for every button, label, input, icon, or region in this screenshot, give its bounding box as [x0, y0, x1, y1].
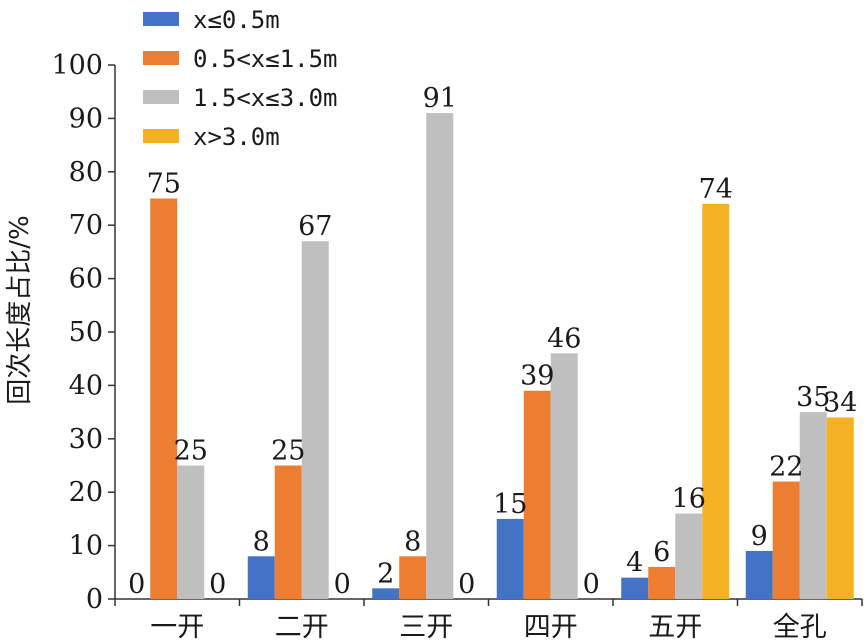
data-label: 22 [769, 452, 803, 483]
x-tick-label: 四开 [524, 612, 578, 643]
data-label: 0 [583, 569, 600, 600]
data-label: 34 [823, 387, 857, 418]
bar [177, 465, 205, 599]
x-tick-label: 二开 [275, 612, 329, 643]
x-tick-label: 三开 [399, 612, 453, 643]
bars [150, 113, 854, 599]
y-tick-label: 80 [69, 157, 103, 188]
data-label: 25 [174, 436, 208, 467]
y-tick-label: 30 [69, 424, 103, 455]
bar [372, 588, 400, 599]
data-label: 8 [404, 526, 421, 557]
data-label: 67 [298, 211, 332, 242]
y-tick-label: 50 [69, 317, 103, 348]
x-tick-label: 全孔 [773, 612, 827, 643]
data-label: 75 [147, 169, 181, 200]
bar [550, 353, 578, 599]
y-tick-label: 40 [69, 370, 103, 401]
data-label: 4 [626, 548, 643, 579]
bar [745, 550, 773, 599]
legend-label: 0.5<x≤1.5m [193, 45, 338, 73]
bar [799, 412, 827, 599]
bar [675, 513, 703, 599]
data-label: 0 [128, 569, 145, 600]
legend-swatch [143, 90, 179, 104]
y-tick-label: 20 [69, 477, 103, 508]
data-label: 25 [271, 436, 305, 467]
bar [399, 556, 427, 599]
x-tick-label: 五开 [648, 612, 702, 643]
bar [426, 113, 454, 599]
bar [150, 198, 178, 599]
data-label: 0 [209, 569, 226, 600]
y-tick-label: 10 [69, 531, 103, 562]
data-label: 8 [253, 526, 270, 557]
data-label: 9 [751, 521, 768, 552]
y-tick-label: 60 [69, 264, 103, 295]
legend-swatch [143, 51, 179, 65]
data-label: 46 [547, 323, 581, 354]
data-label: 2 [377, 558, 394, 589]
bar [301, 241, 329, 599]
bar [772, 481, 800, 599]
data-label: 15 [493, 489, 527, 520]
legend-swatch [143, 12, 179, 26]
data-label: 0 [334, 569, 351, 600]
bar [621, 577, 649, 599]
y-axis-label: 回次长度占比/% [5, 215, 35, 404]
bar [702, 203, 730, 599]
bar [826, 417, 854, 599]
data-label: 0 [458, 569, 475, 600]
bar [496, 518, 524, 599]
y-tick-label: 90 [69, 103, 103, 134]
legend-label: x≤0.5m [193, 6, 280, 34]
legend-swatch [143, 129, 179, 143]
y-tick-label: 0 [86, 584, 103, 615]
data-label: 39 [520, 361, 554, 392]
data-label: 16 [672, 484, 706, 515]
legend-label: 1.5<x≤3.0m [193, 84, 338, 112]
bar [648, 566, 676, 599]
bar [274, 465, 302, 599]
legend: x≤0.5m 0.5<x≤1.5m 1.5<x≤3.0m x>3.0m [143, 6, 338, 151]
bar [523, 390, 551, 599]
data-label: 6 [653, 537, 670, 568]
y-tick-label: 100 [51, 50, 103, 81]
x-tick-label: 一开 [150, 612, 204, 643]
data-label: 35 [796, 382, 830, 413]
data-label: 74 [699, 174, 733, 205]
y-tick-label: 70 [69, 210, 103, 241]
legend-label: x>3.0m [193, 123, 280, 151]
bar [247, 556, 275, 599]
data-label: 91 [423, 83, 457, 114]
